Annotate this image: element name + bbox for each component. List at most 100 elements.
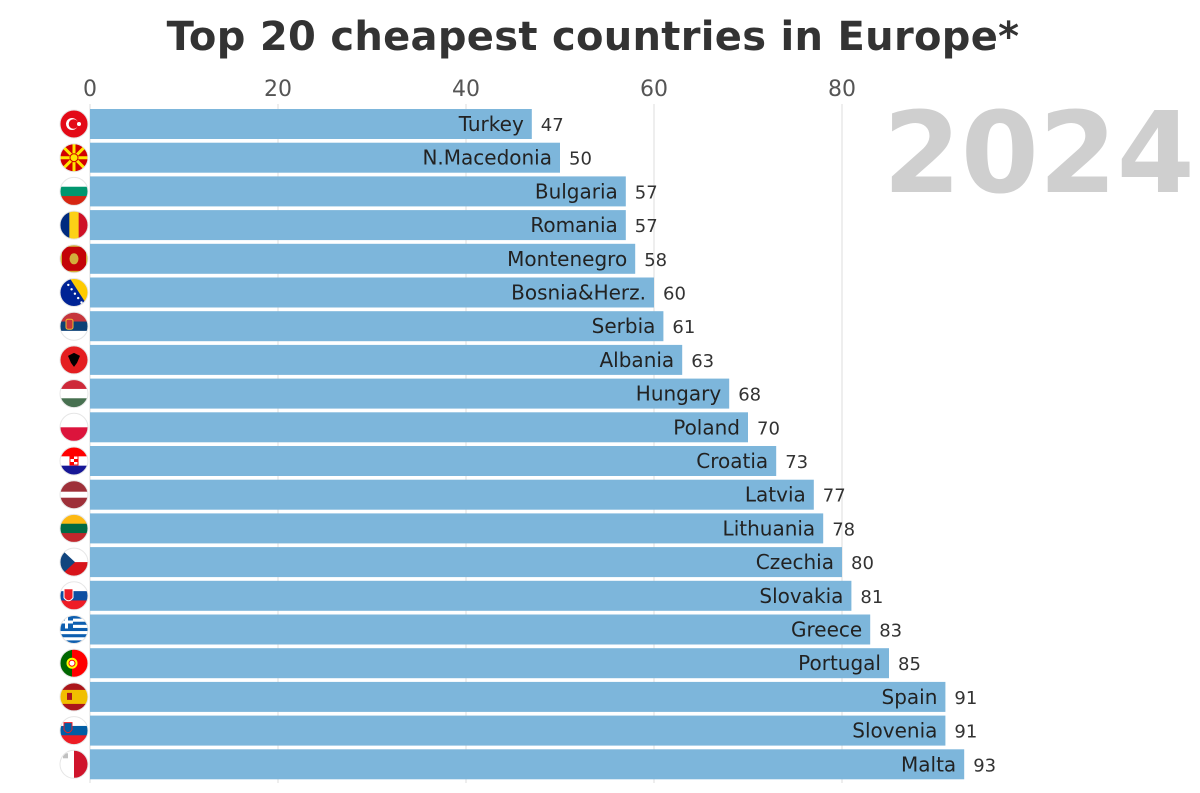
bar (90, 513, 824, 544)
bar-category-label: Bosnia&Herz. (511, 281, 646, 305)
czechia-flag-icon (60, 548, 88, 577)
bar-category-label: Croatia (696, 449, 768, 473)
bar (90, 648, 889, 679)
bar-value-label: 63 (691, 351, 714, 372)
north-macedonia-flag-icon (60, 143, 88, 172)
bar-category-label: Lithuania (723, 516, 816, 540)
bar-value-label: 85 (898, 654, 921, 675)
bar (90, 378, 730, 409)
bar-category-label: Malta (901, 752, 956, 776)
bar-value-label: 61 (672, 317, 695, 338)
romania-flag-icon (60, 211, 88, 240)
bar-value-label: 57 (635, 182, 658, 203)
flag-border (59, 143, 89, 173)
bar-value-label: 68 (738, 385, 761, 406)
flag-border (59, 278, 89, 307)
spain-flag-icon (60, 682, 88, 711)
bulgaria-flag-icon (60, 177, 88, 206)
slovenia-flag-icon (60, 716, 88, 745)
bar-value-label: 50 (569, 149, 592, 170)
bar (90, 311, 664, 342)
montenegro-flag-icon (60, 244, 88, 273)
flag-border (59, 716, 89, 746)
poland-flag-icon (60, 413, 88, 442)
flag-border (59, 176, 89, 206)
bar-value-label: 91 (954, 722, 977, 743)
bar-category-label: Serbia (592, 314, 656, 338)
bar (90, 210, 626, 241)
bar (90, 176, 626, 207)
bar (90, 715, 946, 746)
bar (90, 109, 532, 139)
bar-value-label: 78 (832, 519, 855, 540)
bar-category-label: Czechia (756, 550, 834, 574)
year-label: 2024 (883, 89, 1195, 219)
bar-category-label: Portugal (798, 651, 881, 675)
chart-title: Top 20 cheapest countries in Europe* (166, 14, 1020, 60)
bar-category-label: Slovakia (759, 584, 843, 608)
bar-category-label: Greece (791, 618, 862, 642)
bar (90, 580, 852, 611)
greece-flag-icon (60, 615, 88, 644)
bar (90, 243, 636, 274)
bar-category-label: Turkey (458, 112, 524, 136)
bar (90, 614, 871, 645)
x-tick-label: 80 (828, 77, 856, 102)
flag-border (59, 615, 89, 644)
flag-border (59, 412, 89, 442)
bar (90, 277, 654, 308)
bar (90, 749, 965, 780)
serbia-flag-icon (60, 312, 88, 341)
flag-border (59, 682, 89, 712)
bar-value-label: 47 (541, 115, 564, 136)
flag-border (59, 581, 89, 611)
flag-border (59, 446, 89, 476)
flag-border (59, 513, 89, 543)
flag-border (59, 311, 89, 341)
flag-border (59, 109, 89, 139)
bar-category-label: Hungary (636, 382, 722, 406)
bar-category-label: Albania (600, 348, 675, 372)
bar-value-label: 70 (757, 418, 780, 439)
bar (90, 446, 777, 476)
albania-flag-icon (60, 345, 88, 374)
flag-border (59, 480, 89, 510)
x-tick-label: 0 (83, 77, 97, 102)
flag-border (59, 345, 89, 375)
bar-category-label: N.Macedonia (422, 146, 552, 170)
lithuania-flag-icon (60, 514, 88, 543)
bar-value-label: 77 (823, 486, 846, 507)
bar-value-label: 58 (644, 250, 667, 271)
portugal-flag-icon (60, 649, 88, 678)
bar-value-label: 60 (663, 284, 686, 305)
flag-border (59, 210, 89, 240)
bar (90, 547, 842, 578)
bar-value-label: 93 (973, 755, 996, 776)
bar-value-label: 91 (954, 688, 977, 709)
flag-border (59, 379, 89, 409)
bar (90, 344, 683, 375)
bar (90, 479, 814, 510)
bar-value-label: 80 (851, 553, 874, 574)
bar-value-label: 57 (635, 216, 658, 237)
bar-category-label: Latvia (745, 483, 806, 507)
hungary-flag-icon (60, 379, 88, 408)
x-tick-label: 20 (264, 77, 292, 102)
bar-category-label: Bulgaria (535, 179, 618, 203)
bar-category-label: Poland (673, 415, 740, 439)
bar-category-label: Slovenia (852, 719, 937, 743)
flag-border (59, 648, 89, 678)
bar-category-label: Montenegro (507, 247, 627, 271)
malta-flag-icon (60, 750, 88, 779)
bar-value-label: 81 (860, 587, 883, 608)
bar-value-label: 83 (879, 621, 902, 642)
x-tick-label: 40 (452, 77, 480, 102)
slovakia-flag-icon (60, 581, 88, 610)
bar (90, 681, 946, 712)
croatia-flag-icon (60, 447, 88, 475)
bar (90, 142, 560, 173)
flag-border (59, 749, 89, 779)
flag-border (59, 547, 89, 577)
latvia-flag-icon (60, 480, 88, 509)
